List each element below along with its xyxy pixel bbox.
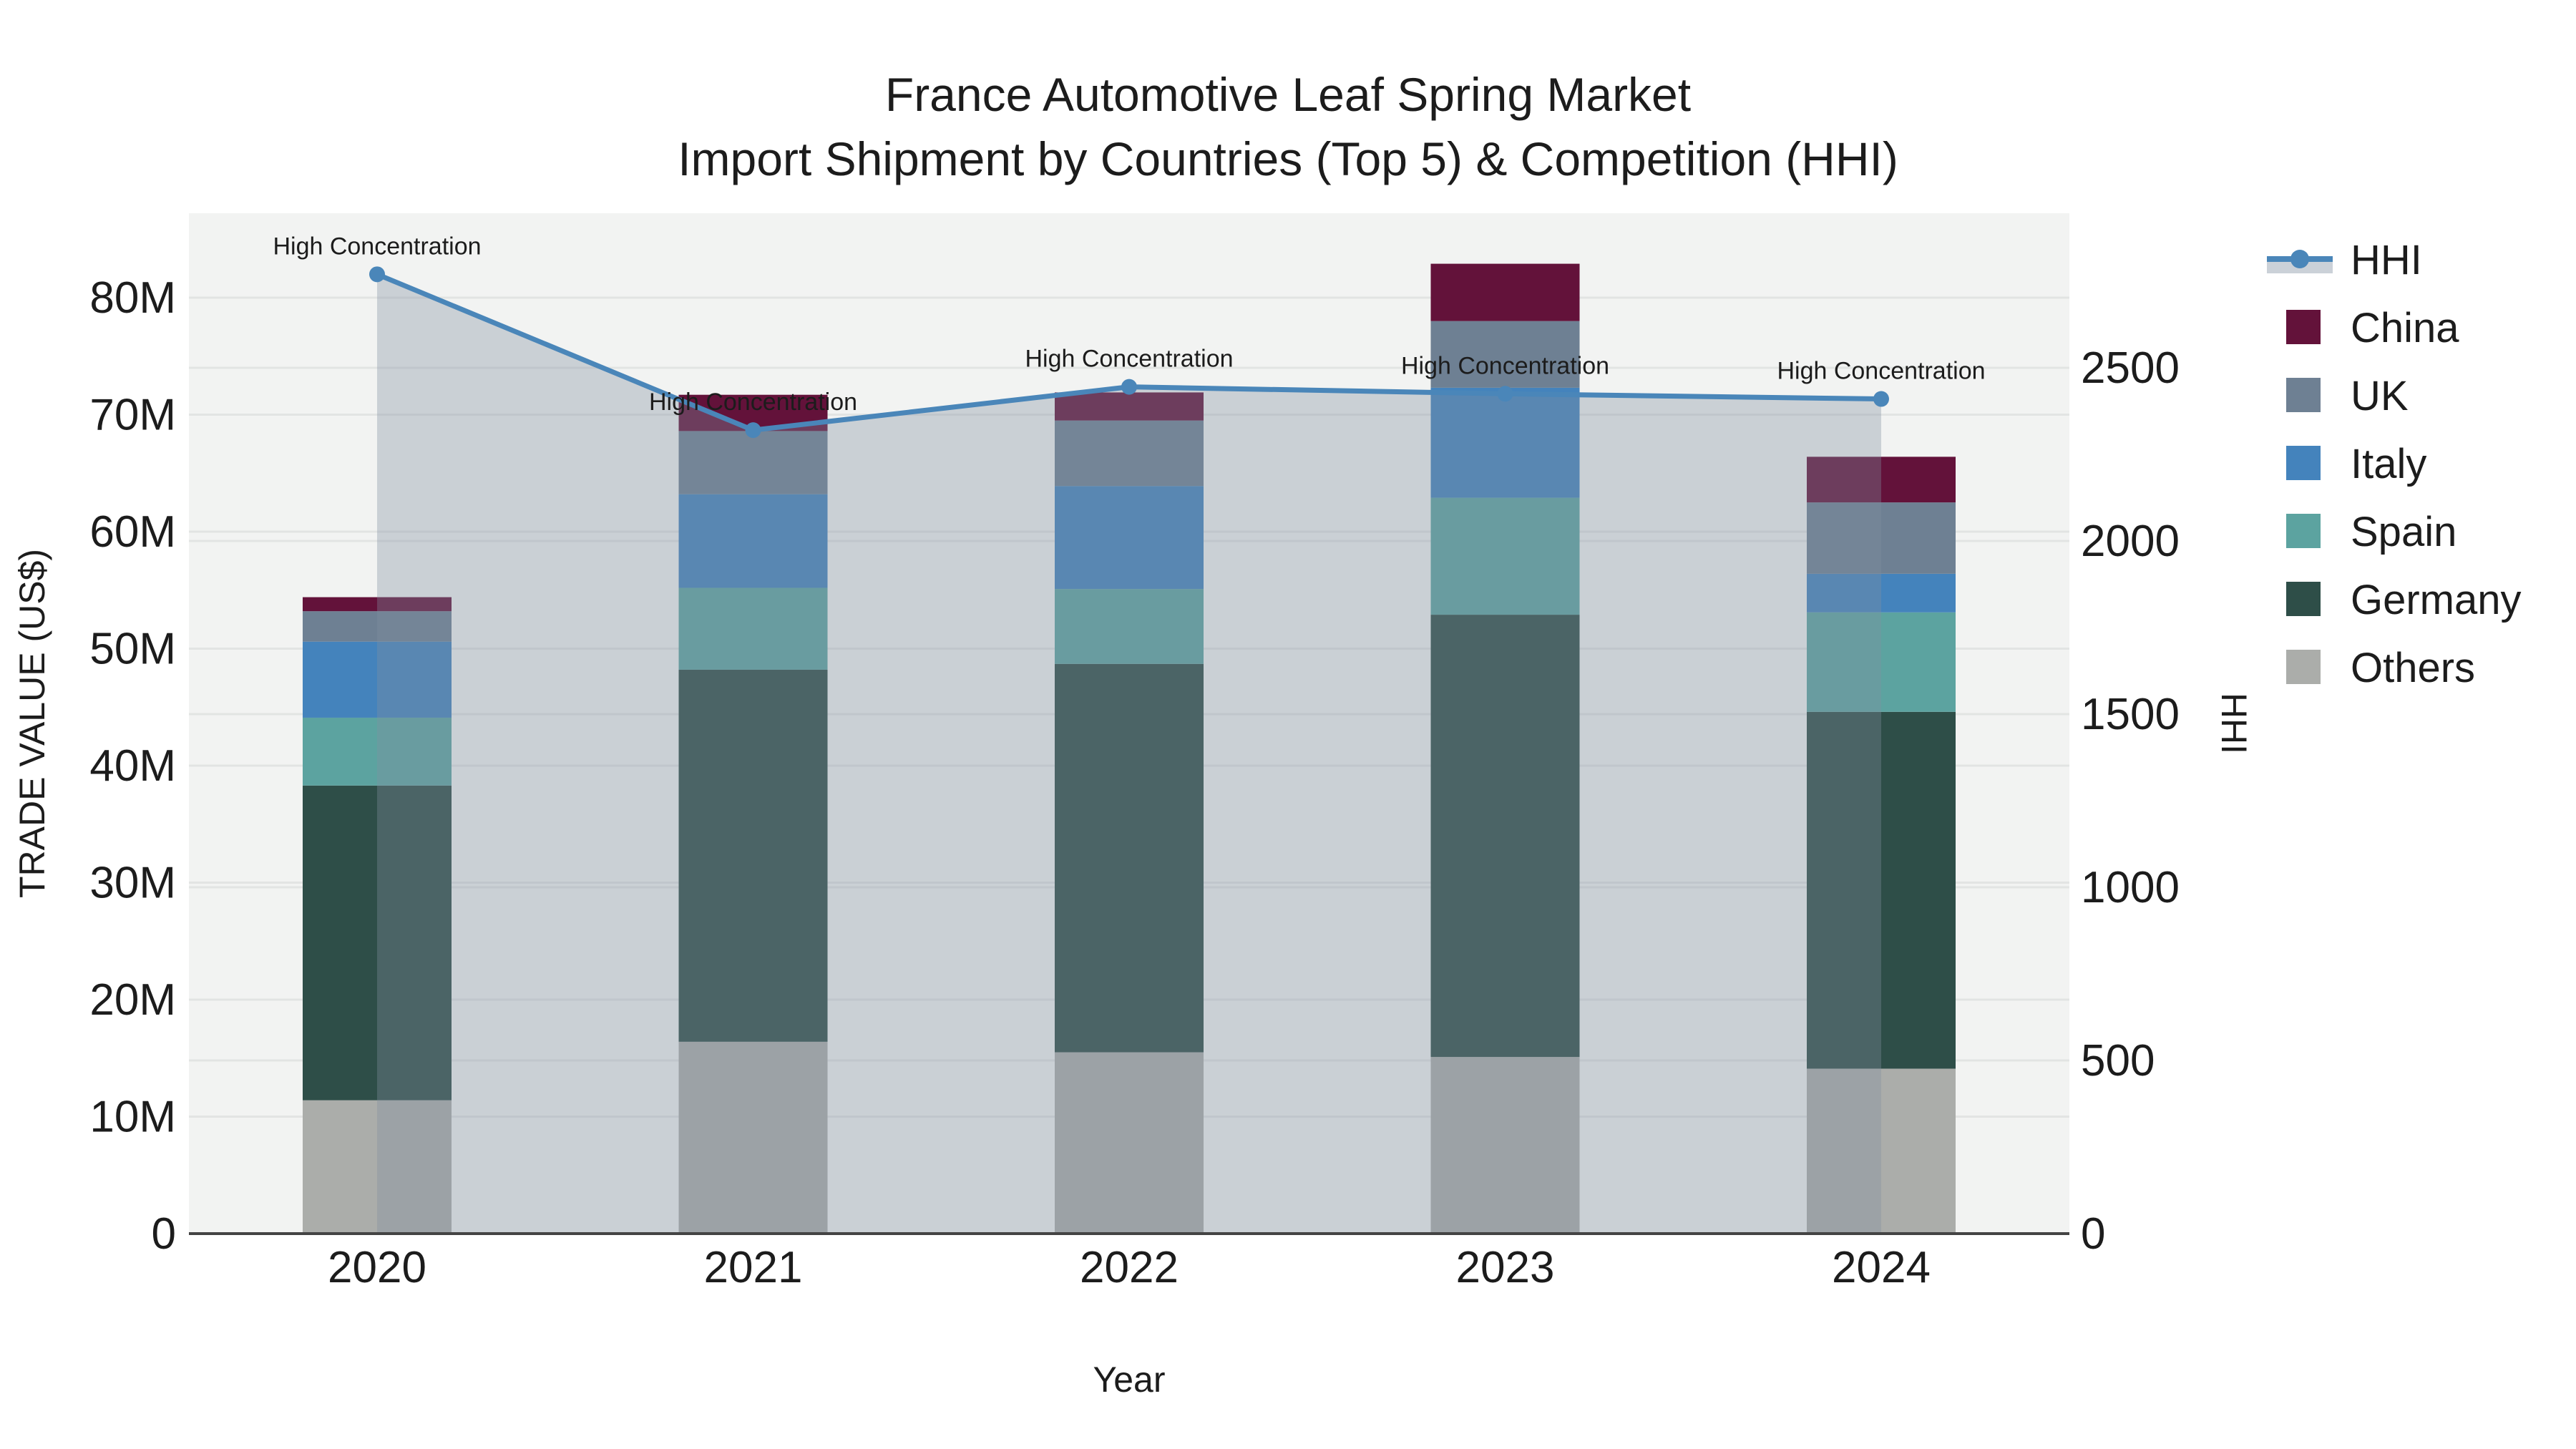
annotations: High Concentration High Concentration High… xyxy=(273,233,1985,416)
bar-segment-2022-china xyxy=(1055,392,1204,421)
hhi-marker-2020[interactable] xyxy=(369,266,385,283)
legend-label-hhi: HHI xyxy=(2351,237,2422,283)
legend-item-others[interactable]: Others xyxy=(2286,645,2475,691)
bar-segment-2020-germany xyxy=(303,785,452,1101)
annotation-2020: High Concentration xyxy=(273,233,481,260)
legend-swatch-others xyxy=(2286,650,2321,684)
bar-segment-2023-others xyxy=(1430,1057,1580,1234)
bar-segment-2024-others xyxy=(1807,1068,1956,1234)
bar-segment-2023-spain xyxy=(1430,497,1580,615)
y-left-tick-70M: 70M xyxy=(89,391,176,440)
y-left-tick-20M: 20M xyxy=(89,975,176,1025)
bar-segment-2024-germany xyxy=(1807,711,1956,1069)
legend-label-uk: UK xyxy=(2351,373,2409,419)
legend-label-italy: Italy xyxy=(2351,441,2426,487)
y-left-tick-60M: 60M xyxy=(89,507,176,557)
y-right-tick-500: 500 xyxy=(2081,1036,2155,1085)
y-axis-right: 0 500 1000 1500 2000 2500 xyxy=(2081,343,2180,1259)
hhi-marker-2022[interactable] xyxy=(1121,379,1137,395)
y-right-tick-1500: 1500 xyxy=(2081,690,2180,739)
bar-segment-2020-uk xyxy=(303,611,452,642)
hhi-markers xyxy=(369,266,1889,439)
bar-segment-2021-others xyxy=(678,1041,828,1234)
y-left-axis-title: TRADE VALUE (US$) xyxy=(12,549,52,898)
legend-item-china[interactable]: China xyxy=(2286,305,2459,351)
annotation-2023: High Concentration xyxy=(1401,352,1609,379)
hhi-fill-area xyxy=(377,274,1881,1234)
chart-title-line1: France Automotive Leaf Spring Market xyxy=(885,68,1691,121)
bar-segment-2022-uk xyxy=(1055,420,1204,487)
bar-segment-2024-spain xyxy=(1807,612,1956,712)
annotation-2024: High Concentration xyxy=(1777,358,1985,385)
x-axis: 2020 2021 2022 2023 2024 xyxy=(189,1232,2069,1292)
bar-segment-2020-china xyxy=(303,597,452,612)
bar-segment-2021-uk xyxy=(678,431,828,494)
bar-segment-2022-others xyxy=(1055,1052,1204,1234)
bar-segment-2021-spain xyxy=(678,587,828,670)
y-left-tick-10M: 10M xyxy=(89,1093,176,1142)
y-left-tick-80M: 80M xyxy=(89,273,176,323)
legend-swatch-spain xyxy=(2286,514,2321,548)
y-left-tick-0: 0 xyxy=(152,1209,176,1259)
x-tick-label-2021: 2021 xyxy=(704,1243,803,1292)
bar-segment-2022-germany xyxy=(1055,663,1204,1053)
legend-item-italy[interactable]: Italy xyxy=(2286,441,2426,487)
legend-item-hhi[interactable]: HHI xyxy=(2267,237,2422,283)
y-left-tick-40M: 40M xyxy=(89,741,176,791)
bar-segment-2020-others xyxy=(303,1100,452,1234)
legend-swatch-italy xyxy=(2286,446,2321,480)
bar-segment-2024-uk xyxy=(1807,502,1956,574)
bar-segment-2020-spain xyxy=(303,717,452,786)
bar-segment-2020-italy xyxy=(303,641,452,718)
legend: HHI China UK Italy Spain Germany Others xyxy=(2267,237,2522,691)
y-right-axis-title: HHI xyxy=(2214,693,2254,754)
hhi-marker-2023[interactable] xyxy=(1497,386,1513,402)
stacked-bars xyxy=(303,263,1956,1234)
x-tick-label-2024: 2024 xyxy=(1832,1243,1931,1292)
y-left-tick-30M: 30M xyxy=(89,859,176,908)
bar-segment-2024-italy xyxy=(1807,573,1956,613)
bar-segment-2023-italy xyxy=(1430,387,1580,498)
legend-label-others: Others xyxy=(2351,645,2475,691)
bar-segment-2023-uk xyxy=(1430,321,1580,388)
legend-item-spain[interactable]: Spain xyxy=(2286,509,2457,555)
hhi-marker-2021[interactable] xyxy=(745,422,761,439)
legend-item-uk[interactable]: UK xyxy=(2286,373,2409,419)
bar-segment-2024-china xyxy=(1807,457,1956,503)
legend-swatch-uk xyxy=(2286,378,2321,412)
legend-label-spain: Spain xyxy=(2351,509,2457,555)
legend-swatch-germany xyxy=(2286,582,2321,616)
annotation-2021: High Concentration xyxy=(649,389,857,416)
bar-segment-2023-china xyxy=(1430,263,1580,321)
chart-title-line2: Import Shipment by Countries (Top 5) & C… xyxy=(678,132,1898,185)
bar-segment-2022-italy xyxy=(1055,486,1204,590)
x-axis-title: Year xyxy=(1093,1360,1165,1400)
bar-segment-2023-germany xyxy=(1430,615,1580,1058)
hhi-area-fill xyxy=(377,274,1881,1234)
legend-label-china: China xyxy=(2351,305,2459,351)
legend-item-germany[interactable]: Germany xyxy=(2286,577,2522,623)
y-axis-left: 0 10M 20M 30M 40M 50M 60M 70M 80M xyxy=(89,273,176,1259)
annotation-2022: High Concentration xyxy=(1025,346,1233,373)
x-tick-label-2020: 2020 xyxy=(328,1243,426,1292)
legend-label-germany: Germany xyxy=(2351,577,2522,623)
y-right-tick-0: 0 xyxy=(2081,1209,2105,1259)
bar-segment-2021-germany xyxy=(678,669,828,1042)
hhi-marker-2024[interactable] xyxy=(1873,391,1889,407)
y-right-tick-1000: 1000 xyxy=(2081,863,2180,912)
legend-swatch-china xyxy=(2286,310,2321,344)
y-left-tick-50M: 50M xyxy=(89,625,176,674)
x-tick-label-2023: 2023 xyxy=(1456,1243,1555,1292)
bar-segment-2022-spain xyxy=(1055,589,1204,664)
x-tick-label-2022: 2022 xyxy=(1080,1243,1179,1292)
y-right-tick-2500: 2500 xyxy=(2081,343,2180,393)
legend-hhi-marker-icon xyxy=(2290,250,2309,268)
bar-segment-2021-italy xyxy=(678,494,828,588)
y-right-tick-2000: 2000 xyxy=(2081,517,2180,566)
